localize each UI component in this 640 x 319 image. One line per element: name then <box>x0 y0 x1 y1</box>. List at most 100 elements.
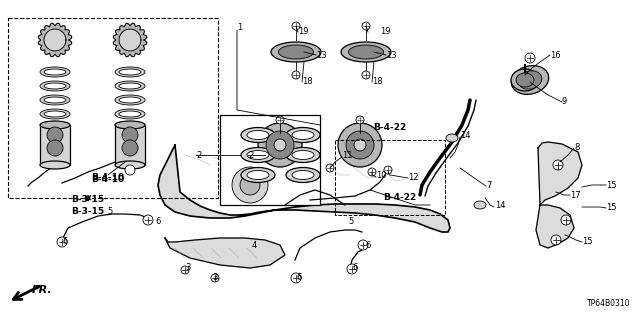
Text: 6: 6 <box>296 272 301 281</box>
Circle shape <box>47 127 63 143</box>
Polygon shape <box>44 29 66 51</box>
Circle shape <box>143 215 153 225</box>
Text: 14: 14 <box>495 201 506 210</box>
Ellipse shape <box>115 109 145 119</box>
Ellipse shape <box>241 128 275 143</box>
Text: 5: 5 <box>107 207 112 217</box>
Circle shape <box>368 168 376 176</box>
Text: 19: 19 <box>380 27 390 36</box>
Text: B-4-10: B-4-10 <box>92 175 125 184</box>
Text: 6: 6 <box>365 241 371 249</box>
Ellipse shape <box>40 109 70 119</box>
Text: 13: 13 <box>316 50 326 60</box>
Text: 6: 6 <box>352 263 357 272</box>
Ellipse shape <box>511 66 548 94</box>
Ellipse shape <box>247 130 269 139</box>
Ellipse shape <box>44 111 66 117</box>
Text: 10: 10 <box>376 170 387 180</box>
Ellipse shape <box>278 45 314 59</box>
Text: 6: 6 <box>155 218 161 226</box>
Text: B-4-22: B-4-22 <box>383 194 417 203</box>
Ellipse shape <box>40 67 70 77</box>
Ellipse shape <box>119 97 141 103</box>
Circle shape <box>291 273 301 283</box>
Ellipse shape <box>115 67 145 77</box>
Circle shape <box>232 167 268 203</box>
Circle shape <box>122 127 138 143</box>
Ellipse shape <box>44 83 66 89</box>
Text: TP64B0310: TP64B0310 <box>586 299 630 308</box>
Text: 3: 3 <box>185 263 190 272</box>
Text: 2: 2 <box>196 151 201 160</box>
Circle shape <box>292 22 300 30</box>
Circle shape <box>354 139 366 151</box>
Text: 12: 12 <box>408 174 419 182</box>
Ellipse shape <box>40 161 70 169</box>
Ellipse shape <box>286 128 320 143</box>
Ellipse shape <box>511 69 539 91</box>
Circle shape <box>292 71 300 79</box>
Circle shape <box>362 71 370 79</box>
Ellipse shape <box>474 201 486 209</box>
Ellipse shape <box>119 69 141 75</box>
Ellipse shape <box>241 167 275 182</box>
Polygon shape <box>165 238 285 268</box>
Polygon shape <box>538 142 582 205</box>
Text: 15: 15 <box>606 181 616 189</box>
Text: B-3-15: B-3-15 <box>72 207 104 217</box>
Circle shape <box>276 116 284 124</box>
Text: 5: 5 <box>348 218 353 226</box>
Circle shape <box>384 166 392 174</box>
Circle shape <box>346 131 374 159</box>
Text: FR.: FR. <box>32 285 52 295</box>
Ellipse shape <box>40 121 70 129</box>
Circle shape <box>362 22 370 30</box>
Ellipse shape <box>286 147 320 162</box>
Ellipse shape <box>349 45 383 59</box>
Ellipse shape <box>44 69 66 75</box>
Polygon shape <box>113 23 147 57</box>
Circle shape <box>358 240 368 250</box>
Circle shape <box>122 140 138 156</box>
Text: 15: 15 <box>606 204 616 212</box>
Text: 9: 9 <box>562 98 567 107</box>
Text: B-4-10: B-4-10 <box>92 174 125 182</box>
Bar <box>115 125 145 165</box>
Circle shape <box>125 165 135 175</box>
Circle shape <box>211 274 219 282</box>
Circle shape <box>561 215 571 225</box>
Ellipse shape <box>115 121 145 129</box>
Ellipse shape <box>247 170 269 180</box>
Ellipse shape <box>292 170 314 180</box>
Circle shape <box>326 164 334 172</box>
Text: 7: 7 <box>486 181 492 189</box>
Ellipse shape <box>241 147 275 162</box>
Text: 13: 13 <box>386 50 397 60</box>
Bar <box>335 140 445 215</box>
Text: 8: 8 <box>574 144 579 152</box>
Text: 4: 4 <box>252 241 257 249</box>
Circle shape <box>356 116 364 124</box>
Circle shape <box>338 123 382 167</box>
Circle shape <box>57 237 67 247</box>
Circle shape <box>551 235 561 245</box>
Circle shape <box>266 131 294 159</box>
Ellipse shape <box>292 130 314 139</box>
Ellipse shape <box>446 134 458 142</box>
Text: 11: 11 <box>342 151 353 160</box>
Ellipse shape <box>119 83 141 89</box>
Polygon shape <box>536 205 574 248</box>
Ellipse shape <box>292 151 314 160</box>
Ellipse shape <box>516 73 534 87</box>
Text: 3: 3 <box>212 273 218 283</box>
Text: B-3-15: B-3-15 <box>72 196 104 204</box>
Text: 18: 18 <box>372 78 383 86</box>
Bar <box>8 18 218 198</box>
Circle shape <box>525 53 535 63</box>
Text: 19: 19 <box>298 27 308 36</box>
Circle shape <box>47 140 63 156</box>
Text: 1: 1 <box>237 24 243 33</box>
Circle shape <box>181 266 189 274</box>
Text: 2: 2 <box>248 151 253 160</box>
Circle shape <box>347 264 357 274</box>
